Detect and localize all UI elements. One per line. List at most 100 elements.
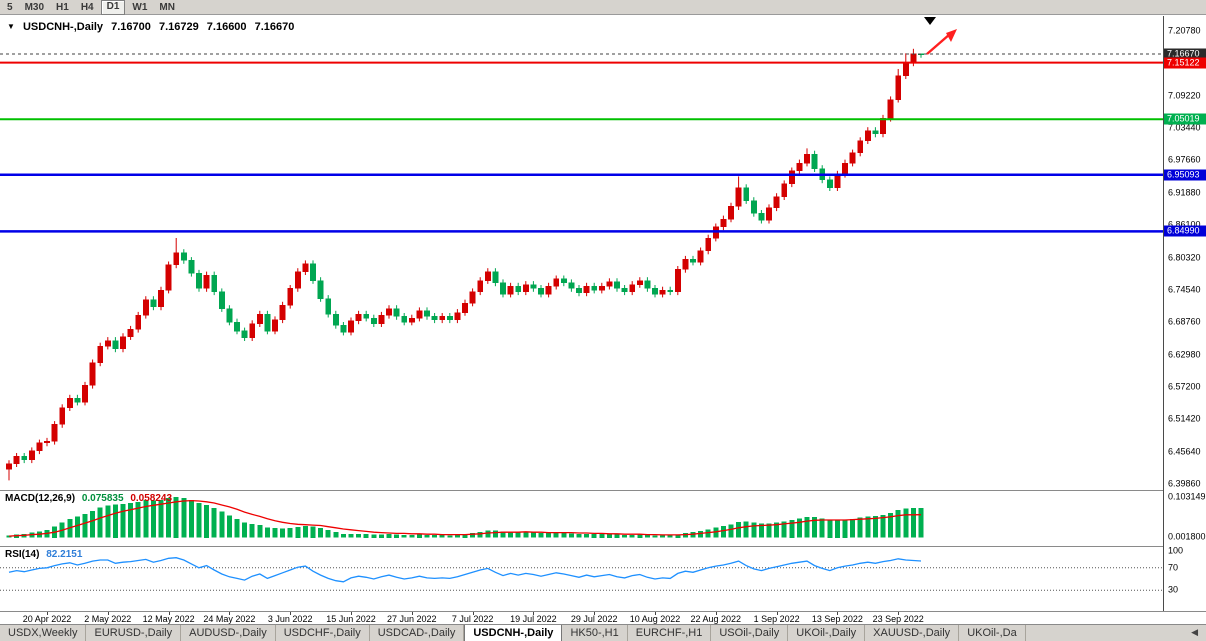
trend-arrow-head-icon (946, 29, 957, 42)
price-axis-label: 6.57200 (1168, 381, 1201, 392)
time-axis-label: 7 Jul 2022 (451, 614, 494, 624)
time-axis-tick (776, 612, 778, 615)
ohlc-close: 7.16670 (254, 21, 295, 33)
chart-tab-usdchf-daily[interactable]: USDCHF-,Daily (275, 625, 370, 641)
price-marker-support-line: 7.05019 (1164, 113, 1206, 125)
macd-indicator-label: MACD(12,26,9) 0.075835 0.058243 (5, 493, 176, 504)
price-axis-label: 6.62980 (1168, 349, 1201, 360)
symbol-dropdown-icon[interactable]: ▼ (7, 22, 15, 31)
timeframe-button-w1[interactable]: W1 (132, 1, 148, 13)
chart-tabs-bar: USDX,Weekly EURUSD-,Daily AUDUSD-,Daily USD… (0, 624, 1206, 641)
time-axis-tick (655, 612, 656, 615)
macd-value: 0.075835 (81, 493, 124, 504)
time-axis-tick (837, 612, 839, 615)
trend-arrow (926, 33, 951, 55)
price-axis-label: 6.97660 (1168, 154, 1201, 165)
time-axis-tick (290, 612, 292, 615)
macd-name: MACD(12,26,9) (5, 493, 76, 504)
chart-tab-usdcnh-daily[interactable]: USDCNH-,Daily (464, 625, 563, 641)
chart-tab-usoil-daily[interactable]: USOil-,Daily (711, 625, 789, 641)
chart-area: ▼ USDCNH-,Daily 7.16700 7.16729 7.16600 … (0, 16, 1206, 611)
time-axis-label: 23 Sep 2022 (872, 614, 924, 624)
price-axis-label: 6.91880 (1168, 187, 1201, 198)
timeframe-button-d1[interactable]: D1 (100, 0, 126, 15)
chart-tab-eurusd-daily[interactable]: EURUSD-,Daily (86, 625, 182, 641)
price-axis-label: 7.20780 (1168, 25, 1201, 36)
time-axis-label: 13 Sep 2022 (811, 614, 863, 624)
time-axis-label: 22 Aug 2022 (690, 614, 742, 624)
rsi-scale-label: 70 (1168, 562, 1179, 573)
panel-divider[interactable] (0, 490, 1206, 491)
time-axis-label: 10 Aug 2022 (629, 614, 681, 624)
price-marker-resistance-line: 7.15122 (1164, 57, 1206, 69)
chart-tab-audusd-daily[interactable]: AUDUSD-,Daily (181, 625, 276, 641)
price-axis-label: 6.51420 (1168, 413, 1201, 424)
price-marker-support-line: 6.84990 (1164, 225, 1206, 237)
marker-triangle-icon (924, 17, 936, 25)
rsi-scale-label: 30 (1168, 584, 1179, 595)
chart-title: ▼ USDCNH-,Daily 7.16700 7.16729 7.16600 … (7, 21, 299, 33)
price-axis-label: 7.03440 (1168, 122, 1201, 133)
price-axis-label: 7.09220 (1168, 90, 1201, 101)
tab-scroll-left-icon[interactable]: ◀ (1188, 627, 1201, 638)
time-axis-tick (411, 612, 413, 615)
chart-tab-xauusd-daily[interactable]: XAUUSD-,Daily (865, 625, 960, 641)
time-axis-label: 12 May 2022 (142, 614, 195, 624)
time-axis-tick (107, 612, 109, 615)
rsi-indicator-label: RSI(14) 82.2151 (5, 549, 86, 560)
chart-tab-eurchf-h1[interactable]: EURCHF-,H1 (627, 625, 712, 641)
time-axis-tick (533, 612, 535, 615)
time-axis-label: 27 Jun 2022 (387, 614, 437, 624)
macd-scale-bottom: 0.001800 (1168, 531, 1206, 542)
timeframe-button-5[interactable]: 5 (7, 1, 13, 13)
timeframe-button-h4[interactable]: H4 (80, 1, 94, 13)
macd-scale-top: 0.103149 (1168, 491, 1206, 502)
time-axis-label: 3 Jun 2022 (267, 614, 313, 624)
chart-tab-hk50-h1[interactable]: HK50-,H1 (562, 625, 628, 641)
timeframe-button-m30[interactable]: M30 (24, 1, 45, 13)
time-axis-label: 1 Sep 2022 (753, 614, 800, 624)
timeframe-toolbar: 5 M30 H1 H4 D1 W1 MN (0, 0, 1206, 15)
time-axis-tick (594, 612, 596, 615)
time-axis-label: 24 May 2022 (203, 614, 256, 624)
price-axis-label: 6.86100 (1168, 219, 1201, 230)
macd-canvas[interactable] (0, 491, 1163, 546)
panel-divider[interactable] (0, 546, 1206, 547)
time-axis[interactable]: 20 Apr 2022 2 May 2022 12 May 2022 24 May 2… (0, 611, 1206, 624)
price-axis-label: 6.39860 (1168, 478, 1201, 489)
timeframe-button-mn[interactable]: MN (159, 1, 175, 13)
time-axis-label: 15 Jun 2022 (326, 614, 376, 624)
rsi-scale-label: 100 (1168, 545, 1184, 556)
chart-tab-usdx-weekly[interactable]: USDX,Weekly (0, 625, 87, 641)
price-marker-current-price: 7.16670 (1164, 48, 1206, 60)
price-axis[interactable]: 7.207807.150007.092207.034406.976606.918… (1163, 16, 1206, 611)
price-axis-label: 6.68760 (1168, 316, 1201, 327)
ohlc-low: 7.16600 (206, 21, 247, 33)
time-axis-tick (47, 612, 48, 615)
time-axis-tick (168, 612, 170, 615)
time-axis-label: 20 Apr 2022 (22, 614, 72, 624)
rsi-canvas[interactable] (0, 547, 1163, 611)
time-axis-tick (472, 612, 474, 615)
timeframe-button-h1[interactable]: H1 (56, 1, 69, 13)
macd-signal-value: 0.058243 (130, 493, 173, 504)
ohlc-open: 7.16700 (111, 21, 151, 33)
price-axis-label: 6.80320 (1168, 252, 1201, 262)
price-axis-label: 6.74540 (1168, 284, 1201, 295)
chart-tab-ukoil-daily[interactable]: UKOil-,Daily (788, 625, 866, 641)
price-marker-support-line: 6.95093 (1164, 169, 1206, 181)
main-chart-canvas[interactable] (0, 16, 1163, 490)
time-axis-label: 19 Jul 2022 (510, 614, 557, 624)
rsi-value: 82.2151 (46, 549, 83, 560)
time-axis-label: 2 May 2022 (84, 614, 132, 624)
time-axis-tick (351, 612, 352, 615)
chart-symbol-period: USDCNH-,Daily (22, 21, 104, 33)
price-axis-label: 6.45640 (1168, 446, 1201, 457)
chart-tab-ukoil-da[interactable]: UKOil-,Da (959, 625, 1026, 641)
rsi-name: RSI(14) (5, 549, 40, 560)
chart-tab-usdcad-daily[interactable]: USDCAD-,Daily (369, 625, 465, 641)
time-axis-tick (229, 612, 231, 615)
time-axis-tick (715, 612, 717, 615)
ohlc-high: 7.16729 (158, 21, 199, 33)
